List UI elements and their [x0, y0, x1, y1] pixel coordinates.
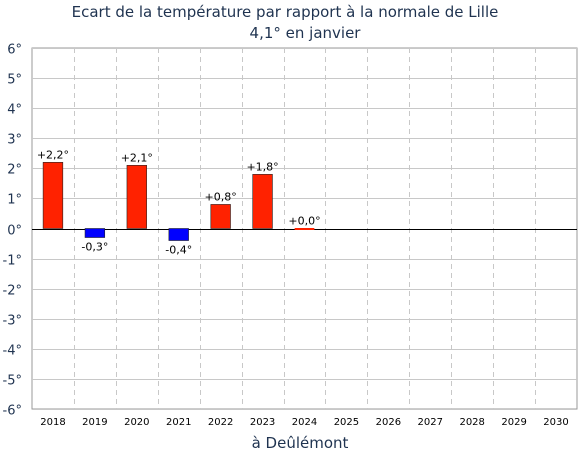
y-tick-label: 6°	[7, 43, 22, 58]
y-tick-label: -3°	[3, 314, 22, 329]
x-tick-label: 2024	[292, 417, 317, 428]
x-tick-label: 2023	[250, 417, 275, 428]
bar	[84, 228, 106, 238]
x-tick-label: 2021	[166, 417, 191, 428]
y-tick-label: 5°	[7, 73, 22, 88]
bar	[126, 165, 147, 229]
chart-subtitle: 4,1° en janvier	[249, 24, 361, 42]
y-tick-label: 3°	[7, 133, 22, 148]
y-tick-label: -5°	[3, 374, 22, 389]
data-label: -0,4°	[165, 244, 192, 257]
y-tick-label: -4°	[3, 344, 22, 359]
x-tick-label: 2022	[208, 417, 233, 428]
data-label: -0,3°	[81, 241, 108, 254]
data-label: +0,8°	[205, 190, 237, 203]
y-tick-label: -6°	[3, 404, 22, 419]
bar	[294, 228, 315, 230]
y-tick-label: 1°	[7, 193, 22, 208]
x-tick-label: 2030	[543, 417, 568, 428]
x-tick-label: 2025	[334, 417, 359, 428]
x-tick-label: 2027	[418, 417, 443, 428]
y-tick-label: -2°	[3, 284, 22, 299]
x-tick-label: 2020	[124, 417, 149, 428]
x-tick-label: 2026	[376, 417, 401, 428]
x-tick-label: 2029	[501, 417, 526, 428]
chart-title: Ecart de la température par rapport à la…	[71, 3, 499, 21]
x-axis-label: à Deûlémont	[251, 434, 349, 452]
bar	[210, 204, 231, 229]
data-label: +2,1°	[121, 151, 153, 164]
x-tick-label: 2028	[459, 417, 484, 428]
data-label: +2,2°	[37, 148, 69, 161]
x-tick-label: 2019	[82, 417, 107, 428]
bar	[42, 162, 64, 229]
data-label: +0,0°	[288, 215, 320, 228]
y-tick-label: 0°	[7, 224, 22, 239]
data-label: +1,8°	[246, 160, 278, 173]
y-tick-label: 4°	[7, 103, 22, 118]
bar	[168, 228, 189, 241]
y-tick-label: -1°	[3, 254, 22, 269]
y-tick-label: 2°	[7, 163, 22, 178]
x-tick-label: 2018	[40, 417, 65, 428]
bar	[252, 174, 273, 229]
